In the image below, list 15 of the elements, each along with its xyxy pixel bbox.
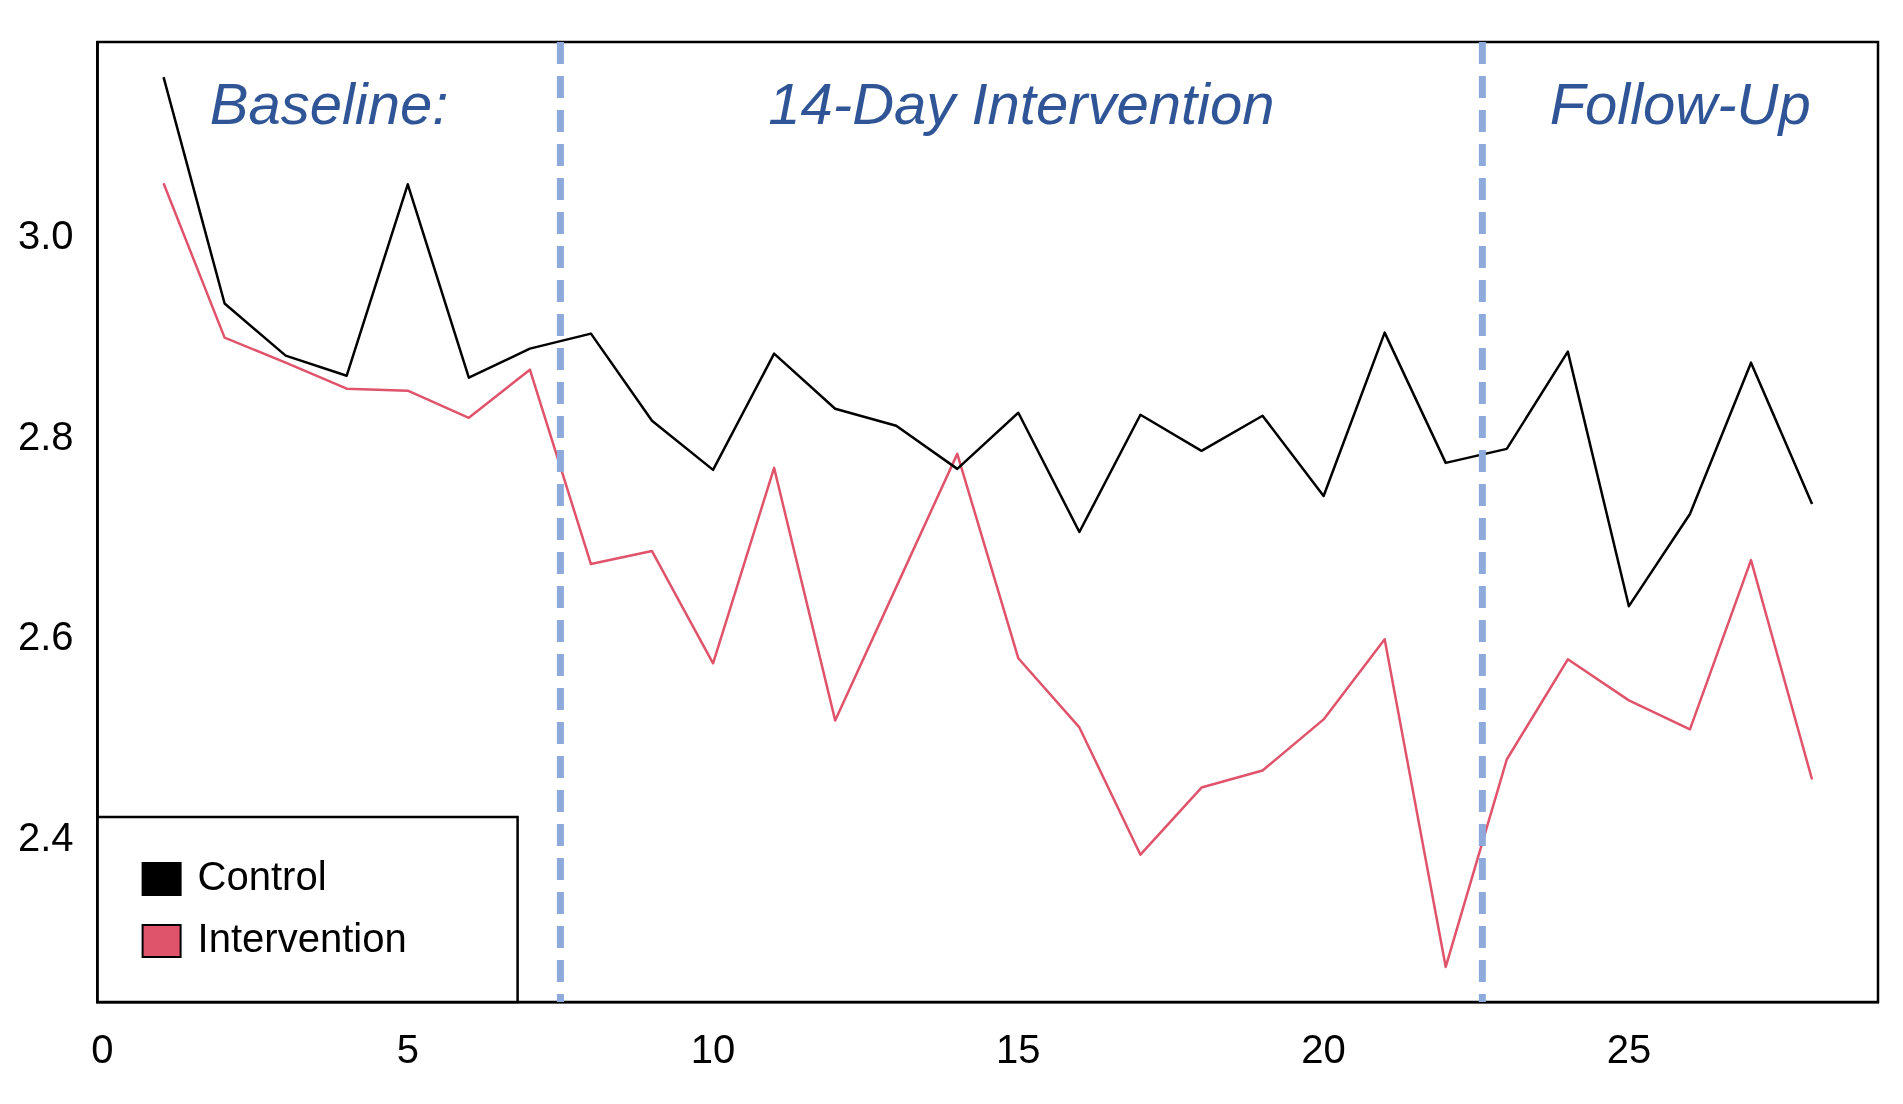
x-tick-label: 0 [91,1027,114,1072]
y-tick-label: 3.0 [18,213,74,258]
annotation: 14-Day Intervention [768,71,1275,137]
x-tick-label: 25 [1606,1027,1652,1072]
y-tick-label: 2.6 [18,614,74,659]
annotation: Baseline: [209,71,449,137]
y-tick-label: 2.4 [18,814,74,859]
x-tick-label: 10 [690,1027,736,1072]
legend-label: Intervention [197,916,407,961]
legend-label: Control [197,854,327,899]
x-tick-label: 15 [996,1027,1041,1072]
x-tick-label: 5 [396,1027,419,1072]
x-tick-label: 20 [1301,1027,1346,1072]
y-tick-label: 2.8 [18,413,74,458]
annotation: Follow-Up [1549,71,1811,137]
